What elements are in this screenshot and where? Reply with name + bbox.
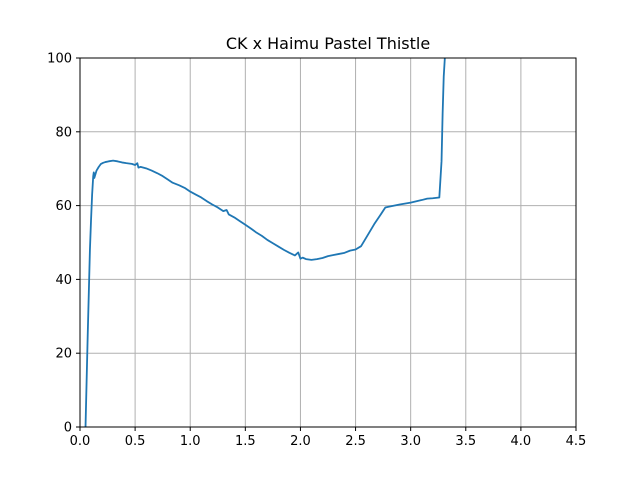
x-tick-label: 4.0 <box>511 434 532 449</box>
axes: 0.0 0.5 1.0 1.5 2.0 2.5 3.0 3.5 4.0 4.5 0 20 40 60 80 1… <box>47 52 586 450</box>
x-tick-label: 4.5 <box>566 434 587 449</box>
y-tick-label: 0 <box>64 421 72 436</box>
plot-frame <box>79 57 577 428</box>
x-tick-label: 0.5 <box>125 434 146 449</box>
y-tick-label: 20 <box>55 347 72 362</box>
series-layer <box>84 58 446 427</box>
y-tick-label: 60 <box>55 199 72 214</box>
y-tick-label: 80 <box>55 125 72 140</box>
y-tick-label: 40 <box>55 273 72 288</box>
x-tick-label: 3.0 <box>400 434 421 449</box>
x-tick-label: 1.5 <box>235 434 256 449</box>
series-line <box>84 58 446 427</box>
x-tick-label: 1.0 <box>180 434 201 449</box>
y-tick-label: 100 <box>47 52 72 67</box>
grid <box>79 57 577 428</box>
x-tick-label: 2.5 <box>345 434 366 449</box>
x-tick-label: 2.0 <box>290 434 311 449</box>
chart-title: CK x Haimu Pastel Thistle <box>226 34 430 53</box>
x-tick-label: 3.5 <box>455 434 476 449</box>
x-tick-label: 0.0 <box>70 434 91 449</box>
